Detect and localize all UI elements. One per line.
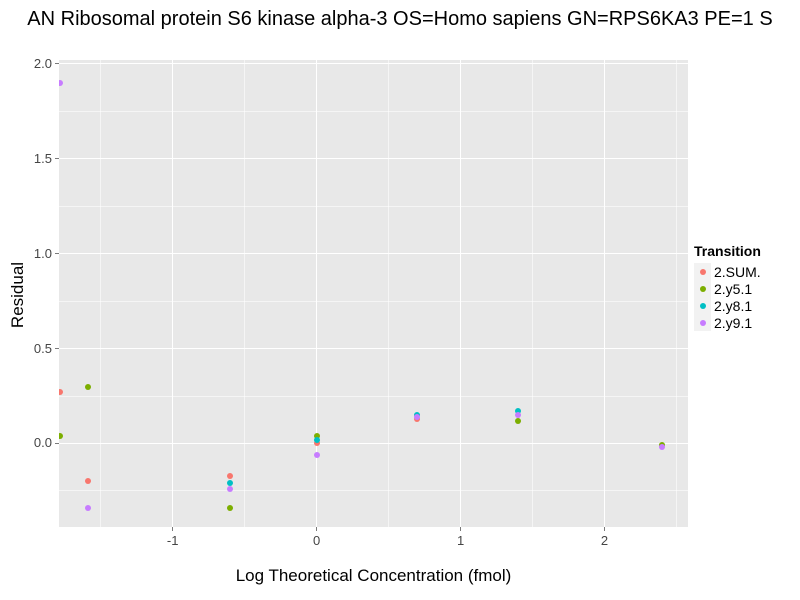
data-point — [84, 478, 91, 485]
legend-item: 2.y9.1 — [694, 314, 761, 331]
major-gridline-y — [59, 442, 688, 444]
y-tick-label: 0.0 — [33, 435, 52, 451]
legend-title: Transition — [694, 243, 761, 259]
chart-title: AN Ribosomal protein S6 kinase alpha-3 O… — [27, 8, 773, 30]
x-axis-title: Log Theoretical Concentration (fmol) — [235, 566, 512, 585]
minor-gridline-x — [675, 60, 677, 527]
x-tick-label: -1 — [166, 533, 179, 548]
minor-gridline-x — [100, 60, 102, 527]
legend-dot — [699, 319, 706, 326]
x-tick-label: 0 — [313, 533, 321, 548]
minor-gridline-y — [59, 205, 688, 207]
legend-dot — [699, 268, 706, 275]
data-point — [515, 417, 522, 424]
y-axis-title: Residual — [8, 261, 27, 329]
data-point — [313, 440, 320, 447]
data-point — [59, 79, 64, 86]
y-tick-label: 1.0 — [33, 245, 52, 261]
y-tick-mark — [55, 63, 59, 65]
legend-key — [694, 314, 711, 331]
data-point — [515, 411, 522, 418]
minor-gridline-x — [388, 60, 390, 527]
data-point — [659, 444, 666, 451]
plot-panel — [59, 60, 688, 527]
legend-item-label: 2.SUM. — [714, 263, 761, 280]
x-tick-mark — [460, 527, 462, 531]
minor-gridline-y — [59, 110, 688, 112]
legend-item-label: 2.y8.1 — [714, 297, 753, 314]
y-tick-mark — [55, 348, 59, 350]
legend: Transition 2.SUM. 2.y5.1 2.y8.1 2.y9.1 — [694, 243, 761, 331]
data-point — [59, 389, 64, 396]
data-point — [84, 383, 91, 390]
x-tick-mark — [604, 527, 606, 531]
minor-gridline-x — [532, 60, 534, 527]
data-point — [227, 480, 234, 487]
data-point — [227, 505, 234, 512]
major-gridline-x — [604, 60, 606, 527]
data-point — [313, 436, 320, 443]
x-tick-label: 1 — [456, 533, 465, 548]
y-tick-label: 0.5 — [33, 340, 52, 356]
data-point — [227, 486, 234, 493]
major-gridline-x — [316, 60, 318, 527]
legend-item-label: 2.y9.1 — [714, 314, 753, 331]
data-point — [515, 408, 522, 415]
minor-gridline-y — [59, 300, 688, 302]
y-tick-mark — [55, 158, 59, 160]
data-point — [59, 432, 64, 439]
legend-dot — [699, 302, 706, 309]
x-tick-mark — [172, 527, 174, 531]
data-point — [313, 451, 320, 458]
major-gridline-y — [59, 63, 688, 65]
data-point — [227, 472, 234, 479]
minor-gridline-y — [59, 395, 688, 397]
minor-gridline-x — [244, 60, 246, 527]
major-gridline-y — [59, 158, 688, 160]
y-tick-mark — [55, 253, 59, 255]
data-point — [414, 413, 421, 420]
legend-items: 2.SUM. 2.y5.1 2.y8.1 2.y9.1 — [694, 263, 761, 331]
major-gridline-y — [59, 253, 688, 255]
data-point — [84, 505, 91, 512]
data-point — [313, 432, 320, 439]
legend-item: 2.SUM. — [694, 263, 761, 280]
major-gridline-x — [460, 60, 462, 527]
legend-key — [694, 263, 711, 280]
legend-item-label: 2.y5.1 — [714, 280, 753, 297]
y-tick-label: 1.5 — [33, 150, 52, 166]
y-tick-label: 2.0 — [33, 55, 52, 71]
y-tick-mark — [55, 442, 59, 444]
x-tick-label: 2 — [600, 533, 609, 548]
minor-gridline-y — [59, 490, 688, 492]
major-gridline-y — [59, 348, 688, 350]
x-tick-mark — [316, 527, 318, 531]
legend-dot — [699, 285, 706, 292]
major-gridline-x — [172, 60, 174, 527]
legend-key — [694, 280, 711, 297]
legend-item: 2.y8.1 — [694, 297, 761, 314]
legend-key — [694, 297, 711, 314]
legend-item: 2.y5.1 — [694, 280, 761, 297]
